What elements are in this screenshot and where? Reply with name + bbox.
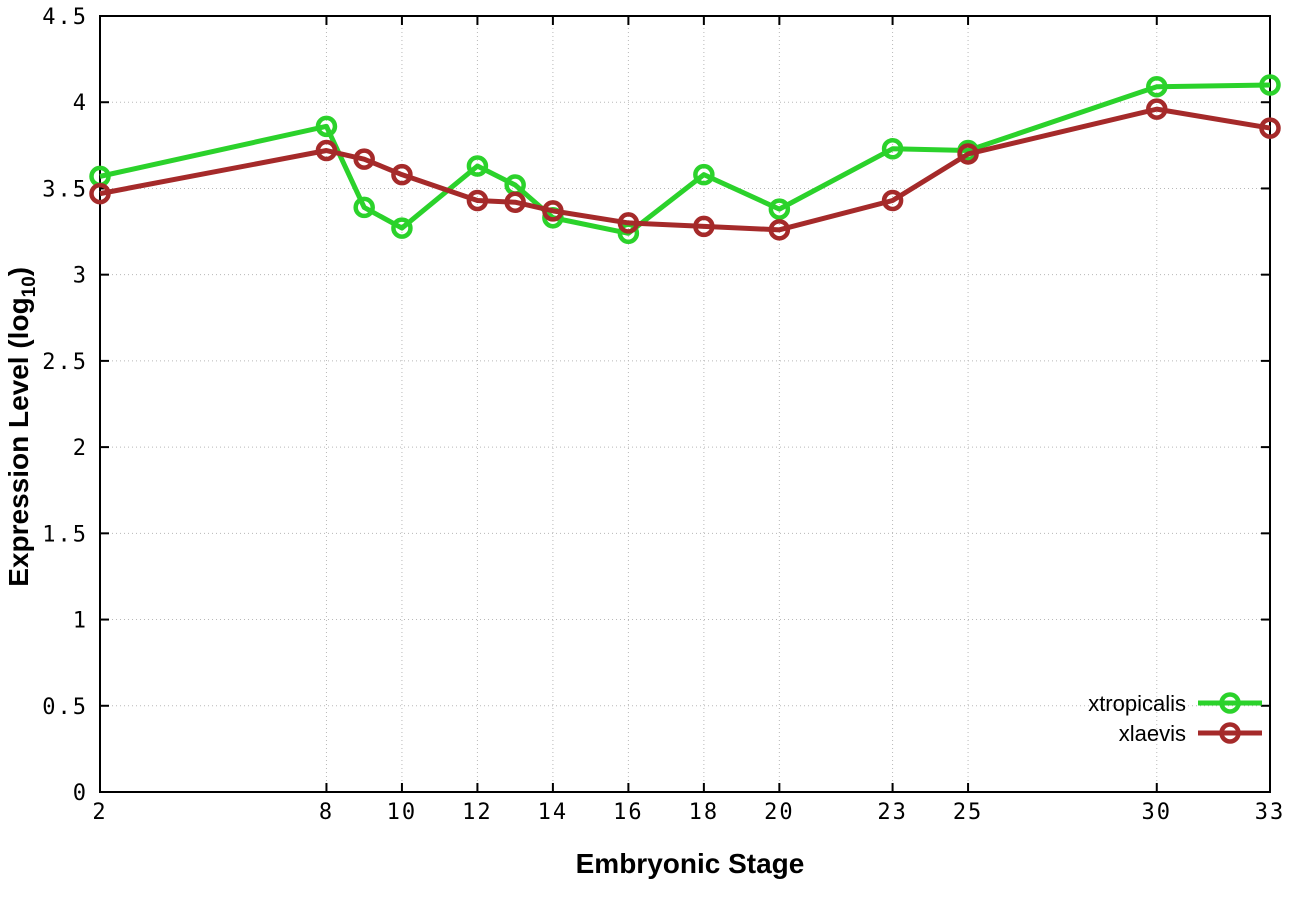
y-tick-label: 3 [73,264,88,289]
data-point-xlaevis [315,139,338,162]
legend-marker-xtropicalis [1219,692,1241,714]
data-point-xtropicalis [1146,75,1168,98]
x-tick-label: 23 [877,800,908,825]
data-point-xtropicalis [881,138,904,160]
y-tick-label: 3.5 [42,177,88,202]
data-point-xlaevis [1146,98,1168,120]
data-point-xlaevis [89,182,111,205]
data-point-xtropicalis [693,163,715,186]
plot-border [99,15,1271,793]
x-tick-label: 16 [613,800,644,825]
data-point-xtropicalis [466,155,489,177]
y-tick-label: 2.5 [42,350,88,375]
data-point-xlaevis [881,189,904,212]
data-point-xtropicalis [391,217,413,239]
y-axis-title-prefix: Expression Level (log [3,297,35,587]
x-tick-label: 2 [92,800,107,825]
legend-label-xtropicalis: xtropicalis [1088,691,1186,716]
y-axis-title-subscript: 10 [18,276,40,298]
data-point-xlaevis [617,212,640,234]
x-tick-label: 14 [538,800,569,825]
y-tick-label: 4 [73,91,88,116]
series-line-xlaevis [99,106,1271,233]
y-tick-label: 1.5 [42,522,88,547]
x-tick-label: 20 [764,800,795,825]
data-point-xlaevis [768,219,791,241]
x-axis-title: Embryonic Stage [575,848,805,879]
y-tick-label: 0 [73,781,88,806]
data-point-xlaevis [353,148,375,170]
data-point-xlaevis [957,143,979,165]
data-point-xtropicalis [315,115,338,138]
data-point-xlaevis [504,191,526,213]
data-point-xlaevis [1259,117,1281,139]
y-axis-title-suffix: ) [3,266,35,277]
x-tick-label: 33 [1255,800,1286,825]
x-tick-label: 18 [689,800,720,825]
y-tick-label: 2 [73,436,88,461]
data-point-xtropicalis [353,196,375,219]
data-point-xtropicalis [768,198,791,220]
data-point-xlaevis [542,200,564,222]
data-point-xtropicalis [1259,74,1281,96]
data-point-xlaevis [693,215,715,238]
y-tick-label: 4.5 [42,5,88,30]
y-axis-title: Expression Level (log10) [3,227,41,627]
x-tick-label: 10 [387,800,418,825]
x-tick-label: 12 [462,800,493,825]
legend-marker-xlaevis [1219,722,1241,744]
data-point-xlaevis [466,189,489,212]
legend-label-xlaevis: xlaevis [1119,721,1186,746]
x-tick-label: 8 [319,800,334,825]
y-tick-label: 1 [73,609,88,634]
x-tick-label: 25 [953,800,984,825]
data-point-xlaevis [391,163,413,186]
y-tick-label: 0.5 [42,695,88,720]
x-tick-label: 30 [1142,800,1173,825]
